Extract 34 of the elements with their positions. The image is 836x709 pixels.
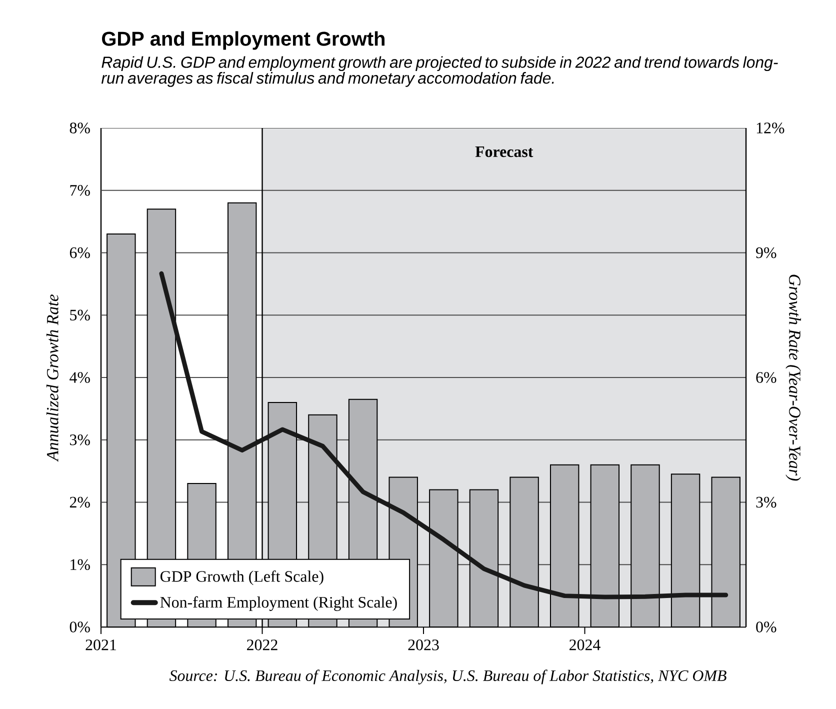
x-tick-label: 2022	[247, 640, 278, 650]
x-tick-label: 2023	[408, 640, 439, 650]
x-tick-label: 2021	[86, 640, 116, 650]
y-tick-label: 6%	[70, 247, 90, 258]
legend-label: GDP Growth (Left Scale)	[160, 570, 324, 586]
bar	[469, 489, 499, 627]
y-tick-label: 4%	[70, 372, 90, 383]
y2-axis-title: Growth Rate (Year-Over-Year)	[786, 274, 801, 481]
y-tick-label: 8%	[70, 122, 90, 134]
source-note: Source: U.S. Bureau of Economic Analysis, U.S. Bureau of Labor Statistics, NYC OMB	[169, 670, 726, 684]
bar	[711, 476, 740, 627]
band-label: Forecast	[475, 146, 534, 158]
y-tick-label: 3%	[70, 434, 90, 446]
y2-tick-label: 6%	[756, 372, 776, 383]
y2-tick-label: 12%	[756, 122, 784, 134]
y-axis-title: Annualized Growth Rate	[46, 294, 58, 462]
chart-subtitle: Rapid U.S. GDP and employment growth are projected to subside in 2022 and trend towards long-run averages as fiscal stimulus and monetary accomodation fade.	[101, 56, 778, 87]
y-tick-label: 5%	[70, 310, 90, 321]
bar	[590, 464, 620, 627]
chart-title: GDP and Employment Growth	[102, 31, 384, 50]
bar	[550, 464, 580, 627]
bar	[630, 464, 660, 627]
y-tick-label: 7%	[70, 184, 90, 196]
legend-label: Non-farm Employment (Right Scale)	[160, 596, 397, 611]
y-tick-label: 1%	[70, 559, 90, 570]
y-tick-label: 2%	[70, 496, 90, 508]
y2-tick-label: 3%	[756, 496, 776, 508]
bar	[429, 489, 458, 627]
bar	[510, 476, 539, 627]
x-tick-label: 2024	[570, 640, 600, 650]
bar	[670, 474, 700, 627]
y2-tick-label: 0%	[756, 622, 776, 632]
y-tick-label: 0%	[70, 622, 90, 632]
y2-tick-label: 9%	[756, 247, 776, 258]
